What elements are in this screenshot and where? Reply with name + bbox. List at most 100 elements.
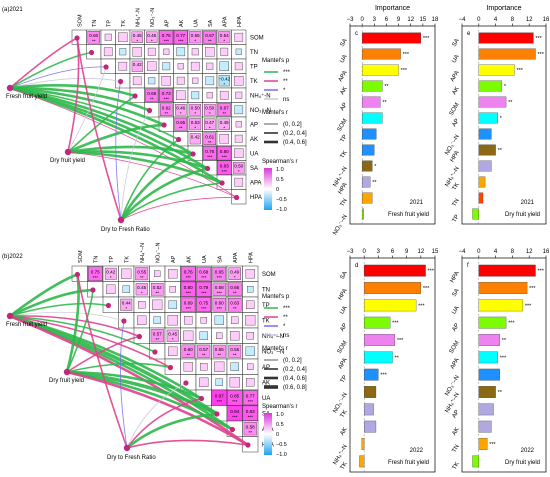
mantel-link: [120, 182, 223, 221]
heatmap-value: 0.54: [220, 33, 229, 38]
heatmap-node-dot: [74, 271, 81, 278]
heatmap-top-label: SOM: [77, 14, 83, 27]
heatmap-square: [234, 134, 243, 143]
heatmap-square: [230, 362, 239, 371]
x-tick-label: −4: [459, 17, 467, 23]
spearman-tick: 0: [276, 187, 279, 193]
heatmap-square: [217, 160, 232, 175]
heatmap-square: [196, 297, 212, 313]
x-tick-label: 9: [405, 249, 409, 255]
x-tick-label: 16: [543, 249, 550, 255]
heatmap-value: 0.53: [191, 120, 200, 125]
bar-category-label: HPA: [450, 150, 461, 163]
heatmap-square: [212, 266, 227, 281]
heatmap-square: [152, 299, 163, 310]
x-tick-label: 18: [432, 17, 439, 23]
heatmap-square: [245, 346, 255, 356]
spearman-tick: 0.5: [276, 177, 284, 183]
bar-sig-label: ***: [418, 303, 425, 309]
heatmap-right-label: TN: [250, 50, 258, 56]
yield-node: [117, 216, 125, 224]
mantel-p-label: *: [283, 324, 286, 330]
importance-bar: [478, 112, 498, 124]
bar-category-label: APA: [450, 357, 461, 370]
mantel-link: [126, 439, 249, 449]
heatmap-value: 0.61: [205, 134, 214, 139]
mantel-link: [9, 51, 92, 89]
mantel-link: [126, 412, 218, 450]
heatmap-top-label: TN: [92, 20, 98, 27]
bar-chart-caption: Dry fruit yield: [505, 212, 540, 218]
heatmap-square: [122, 285, 130, 293]
mantel-link: [120, 197, 237, 221]
heatmap-square: [189, 103, 202, 116]
heatmap-square: [153, 316, 161, 324]
importance-bar: [361, 112, 383, 124]
x-tick-label: 6: [391, 249, 395, 255]
bar-category-label: NH₄⁺–N: [332, 444, 349, 467]
heatmap-square: [205, 76, 215, 86]
x-tick-label: 3: [373, 17, 377, 23]
heatmap-sig: *: [136, 38, 138, 43]
heatmap-value: 0.55: [137, 269, 146, 274]
importance-bar: [361, 96, 381, 108]
heatmap-square: [104, 33, 112, 41]
bar-chart-caption: Fresh fruit yield: [388, 460, 429, 466]
heatmap-square: [189, 118, 202, 131]
heatmap-square: [173, 30, 188, 45]
bar-sig-label: ***: [500, 355, 507, 361]
heatmap-square: [199, 377, 209, 387]
heatmap-square: [190, 61, 200, 71]
heatmap-square: [184, 316, 193, 325]
x-tick-label: 3: [377, 249, 381, 255]
mantel-r-title: Mantel's r: [262, 110, 288, 116]
heatmap-square: [146, 31, 158, 43]
bar-category-label: APA: [338, 357, 349, 370]
heatmap-sig: *: [180, 111, 182, 116]
heatmap-sig: *: [234, 275, 236, 280]
mantel-link: [67, 150, 208, 170]
heatmap-sig: **: [217, 352, 221, 357]
mantel-link: [120, 110, 150, 221]
importance-bar: [478, 128, 492, 140]
heatmap-square: [218, 118, 230, 130]
heatmap-top-label: SOM: [78, 250, 84, 263]
mantel-link: [9, 288, 93, 318]
importance-bar: [472, 208, 479, 220]
mantel-p-label: ns: [283, 333, 289, 339]
heatmap-value: 0.65: [176, 120, 185, 125]
heatmap-sig: **: [208, 38, 212, 43]
heatmap-square: [176, 76, 185, 85]
heatmap-right-label: TP: [262, 303, 270, 309]
heatmap-value: 0.45: [133, 33, 142, 38]
heatmap-sig: **: [186, 352, 190, 357]
heatmap-value: 0.77: [176, 33, 185, 38]
heatmap-value: 0.65: [215, 269, 224, 274]
mantel-r-label: (0.4, 0.6]: [283, 376, 307, 382]
heatmap-top-label: SA: [208, 19, 214, 27]
bar-chart-year: 2021: [410, 200, 424, 206]
importance-bar: [364, 316, 391, 329]
heatmap-right-label: NH₄⁺–N: [262, 333, 284, 340]
heatmap-square: [196, 281, 212, 297]
heatmap-sig: *: [223, 82, 225, 87]
heatmap-sig: **: [179, 125, 183, 130]
importance-bar: [364, 334, 396, 346]
mantel-link: [76, 37, 122, 221]
heatmap-square: [218, 31, 231, 44]
heatmap-right-label: HPA: [250, 195, 262, 201]
bar-category-label: SOM: [449, 340, 461, 355]
heatmap-square: [132, 76, 142, 86]
heatmap-square: [229, 377, 240, 388]
mantel-link: [9, 315, 140, 338]
heatmap-square: [219, 61, 230, 72]
heatmap-top-label: TK: [124, 256, 130, 263]
heatmap-square: [219, 133, 230, 144]
heatmap-square: [138, 301, 146, 309]
heatmap-square: [166, 329, 179, 342]
heatmap-sig: ***: [186, 290, 192, 295]
heatmap-node-dot: [183, 380, 189, 386]
heatmap-square: [217, 146, 232, 161]
heatmap-node-dot: [161, 122, 167, 128]
heatmap-square: [104, 267, 117, 280]
